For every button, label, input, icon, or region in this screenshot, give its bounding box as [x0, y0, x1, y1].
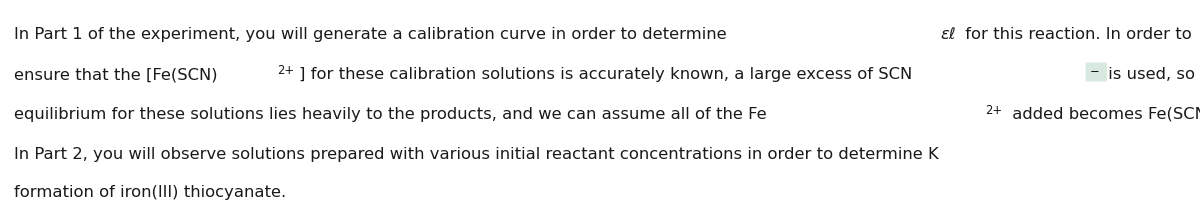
Text: for this reaction. In order to: for this reaction. In order to [960, 27, 1193, 42]
Text: In Part 2, you will observe solutions prepared with various initial reactant con: In Part 2, you will observe solutions pr… [14, 146, 938, 161]
Text: 2+: 2+ [277, 64, 294, 77]
Text: ensure that the [Fe(SCN): ensure that the [Fe(SCN) [14, 67, 217, 82]
Text: added becomes Fe(SCN): added becomes Fe(SCN) [1007, 107, 1200, 121]
Text: ] for these calibration solutions is accurately known, a large excess of SCN: ] for these calibration solutions is acc… [299, 67, 912, 82]
Text: 2+: 2+ [985, 104, 1002, 117]
Text: is used, so that the: is used, so that the [1103, 67, 1200, 82]
Text: −: − [1090, 64, 1099, 77]
FancyBboxPatch shape [1086, 63, 1108, 82]
Text: equilibrium for these solutions lies heavily to the products, and we can assume : equilibrium for these solutions lies hea… [14, 107, 767, 121]
Text: εℓ: εℓ [941, 27, 956, 42]
Text: formation of iron(III) thiocyanate.: formation of iron(III) thiocyanate. [14, 184, 286, 199]
Text: In Part 1 of the experiment, you will generate a calibration curve in order to d: In Part 1 of the experiment, you will ge… [14, 27, 732, 42]
